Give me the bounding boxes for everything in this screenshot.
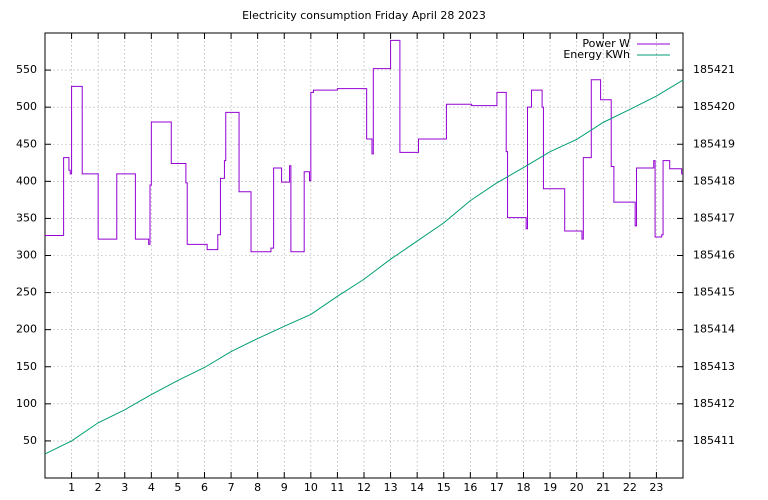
x-tick-label: 1 (68, 481, 75, 494)
x-tick-label: 20 (570, 481, 584, 494)
y-tick-label: 250 (16, 286, 37, 299)
y2-tick-label: 185412 (693, 397, 735, 410)
x-tick-label: 15 (437, 481, 451, 494)
x-tick-label: 19 (543, 481, 557, 494)
x-tick-label: 6 (201, 481, 208, 494)
y-tick-label: 200 (16, 323, 37, 336)
y-tick-label: 400 (16, 174, 37, 187)
y-tick-label: 150 (16, 360, 37, 373)
x-tick-label: 7 (228, 481, 235, 494)
x-tick-label: 18 (517, 481, 531, 494)
x-tick-label: 14 (410, 481, 424, 494)
y-tick-label: 450 (16, 137, 37, 150)
x-tick-label: 3 (121, 481, 128, 494)
y-tick-label: 350 (16, 211, 37, 224)
x-tick-label: 10 (304, 481, 318, 494)
x-tick-label: 9 (281, 481, 288, 494)
x-tick-label: 12 (357, 481, 371, 494)
series-line (45, 39, 683, 253)
chart-title: Electricity consumption Friday April 28 … (242, 9, 486, 22)
y2-tick-label: 185416 (693, 249, 735, 262)
y2-tick-label: 185419 (693, 137, 735, 150)
y-tick-label: 500 (16, 100, 37, 113)
y-tick-label: 550 (16, 63, 37, 76)
y2-tick-label: 185421 (693, 63, 735, 76)
y-tick-label: 100 (16, 397, 37, 410)
y2-tick-label: 185411 (693, 434, 735, 447)
y2-tick-label: 185414 (693, 323, 735, 336)
x-tick-label: 8 (254, 481, 261, 494)
y-tick-label: 50 (23, 434, 37, 447)
y2-tick-label: 185417 (693, 211, 735, 224)
y2-tick-label: 185415 (693, 286, 735, 299)
x-tick-label: 16 (463, 481, 477, 494)
legend-label: Power W (582, 37, 630, 50)
x-tick-label: 5 (174, 481, 181, 494)
x-tick-label: 2 (95, 481, 102, 494)
series-line (44, 79, 684, 455)
legend-label: Energy KWh (563, 48, 630, 61)
x-tick-label: 13 (384, 481, 398, 494)
x-tick-label: 17 (490, 481, 504, 494)
x-tick-label: 22 (623, 481, 637, 494)
plot-border (44, 32, 684, 479)
y2-tick-label: 185418 (693, 174, 735, 187)
y2-tick-label: 185413 (693, 360, 735, 373)
x-tick-label: 11 (330, 481, 344, 494)
x-tick-label: 23 (649, 481, 663, 494)
y2-tick-label: 185420 (693, 100, 735, 113)
x-tick-label: 4 (148, 481, 155, 494)
x-tick-label: 21 (596, 481, 610, 494)
y-tick-label: 300 (16, 249, 37, 262)
